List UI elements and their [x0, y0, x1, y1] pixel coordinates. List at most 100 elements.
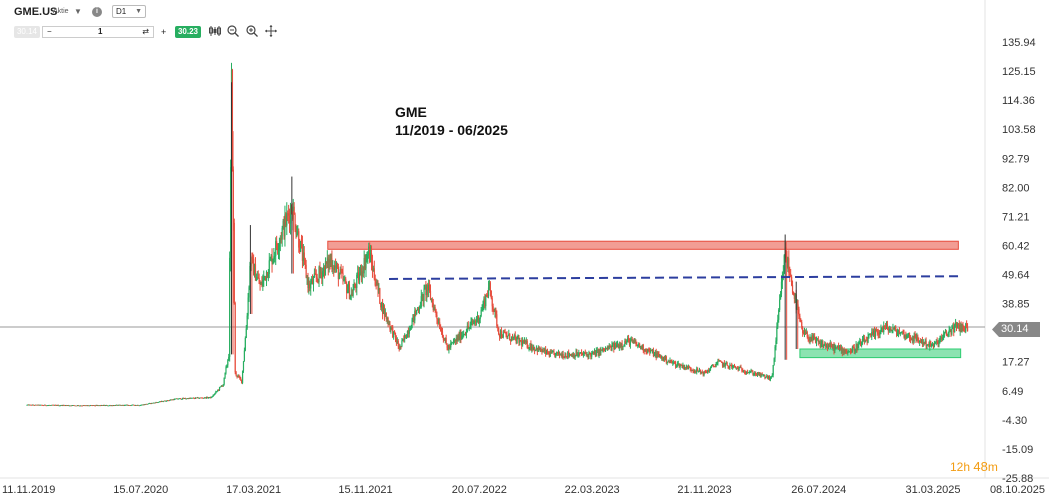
candle-body: [505, 333, 507, 336]
candle-body: [303, 252, 305, 259]
candle-body: [123, 404, 125, 406]
candle-body: [738, 367, 740, 371]
candle-body: [409, 329, 411, 331]
candle-body: [252, 257, 254, 259]
candle-body: [78, 405, 81, 407]
increase-button[interactable]: +: [161, 27, 167, 37]
candle-body: [821, 342, 823, 344]
candle-body: [54, 405, 57, 406]
candle-body: [352, 289, 354, 296]
candle-body: [408, 330, 410, 334]
symbol-label[interactable]: GME.US: [14, 6, 58, 18]
candle-body: [207, 397, 210, 399]
candle-body: [730, 364, 732, 366]
zoom-out-icon[interactable]: [227, 25, 239, 41]
swap-icon[interactable]: ⇄: [142, 27, 149, 36]
symbol-dropdown-icon[interactable]: ▼: [74, 7, 82, 16]
candle-body: [258, 277, 260, 284]
candle-body: [70, 405, 72, 407]
candle-body: [218, 387, 221, 391]
candle-body: [654, 351, 656, 356]
candle-body: [197, 397, 199, 399]
candle-body: [280, 238, 282, 240]
candle-body: [432, 303, 434, 311]
candle-body: [685, 365, 688, 368]
candle-body: [856, 344, 858, 351]
candle-body: [510, 340, 512, 341]
candle-body: [376, 281, 378, 286]
candle-body: [434, 307, 436, 310]
candle-body: [541, 351, 543, 353]
candle-body: [465, 332, 468, 335]
candle-body: [262, 280, 264, 286]
candle-body: [783, 255, 785, 274]
candle-body: [673, 361, 675, 363]
candle-body: [580, 352, 582, 354]
candle-body: [841, 347, 843, 353]
candle-body: [337, 266, 339, 280]
candle-body: [779, 299, 781, 310]
candle-body: [33, 405, 35, 406]
candle-body: [356, 274, 358, 288]
candle-body: [440, 328, 442, 331]
candle-body: [430, 299, 433, 300]
candle-body: [502, 331, 504, 338]
candle-body: [42, 405, 44, 406]
candle-body: [801, 322, 803, 328]
candles-icon[interactable]: [209, 25, 221, 41]
candle-body: [43, 404, 46, 406]
candle-body: [353, 284, 355, 290]
quantity-value[interactable]: 1: [98, 27, 103, 36]
candle-body: [184, 398, 187, 400]
info-icon[interactable]: i: [92, 7, 102, 17]
candle-body: [839, 347, 842, 351]
candle-body: [346, 290, 349, 294]
candle-body: [610, 346, 612, 351]
candle-body: [503, 331, 505, 333]
candle-body: [918, 340, 920, 342]
candle-body: [838, 347, 841, 349]
y-tick-label: 60.42: [1002, 240, 1030, 252]
candle-body: [585, 353, 587, 355]
candle-body: [554, 353, 556, 357]
candle-body: [927, 344, 929, 345]
candle-body: [287, 213, 289, 214]
candle-body: [388, 323, 390, 325]
candle-body: [900, 331, 902, 334]
timeframe-select[interactable]: D1 ▼: [112, 5, 146, 18]
candle-body: [418, 308, 421, 311]
candle-body: [462, 335, 464, 337]
candle-body: [800, 321, 802, 323]
candle-body: [201, 397, 203, 399]
candle-body: [725, 362, 727, 364]
candle-body: [685, 367, 687, 368]
x-tick-label: 31.03.2025: [905, 484, 960, 496]
sell-button[interactable]: 30.14: [14, 26, 40, 38]
y-tick-label: -25.88: [1002, 473, 1033, 485]
candle-body: [313, 273, 316, 278]
candle-body: [311, 279, 313, 284]
candle-body: [159, 401, 161, 403]
candle-body: [939, 338, 941, 340]
candle-body: [304, 258, 306, 265]
buy-button[interactable]: 30.23: [175, 26, 201, 38]
candle-body: [106, 405, 108, 406]
candle-body: [382, 306, 385, 314]
candle-body: [678, 363, 680, 368]
candle-body: [869, 334, 871, 335]
quantity-stepper[interactable]: − 1 ⇄: [42, 26, 154, 38]
candle-body: [406, 331, 409, 338]
candle-body: [609, 345, 611, 347]
y-tick-label: -4.30: [1002, 415, 1027, 427]
zoom-in-icon[interactable]: [246, 25, 258, 41]
candle-body: [732, 365, 735, 367]
candle-body: [645, 349, 647, 352]
candle-body: [702, 373, 704, 375]
candle-body: [830, 343, 832, 346]
candle-body: [405, 334, 407, 339]
candle-body: [531, 347, 533, 350]
candle-body: [946, 334, 948, 336]
decrease-button[interactable]: −: [47, 27, 52, 36]
crosshair-icon[interactable]: [265, 25, 277, 41]
